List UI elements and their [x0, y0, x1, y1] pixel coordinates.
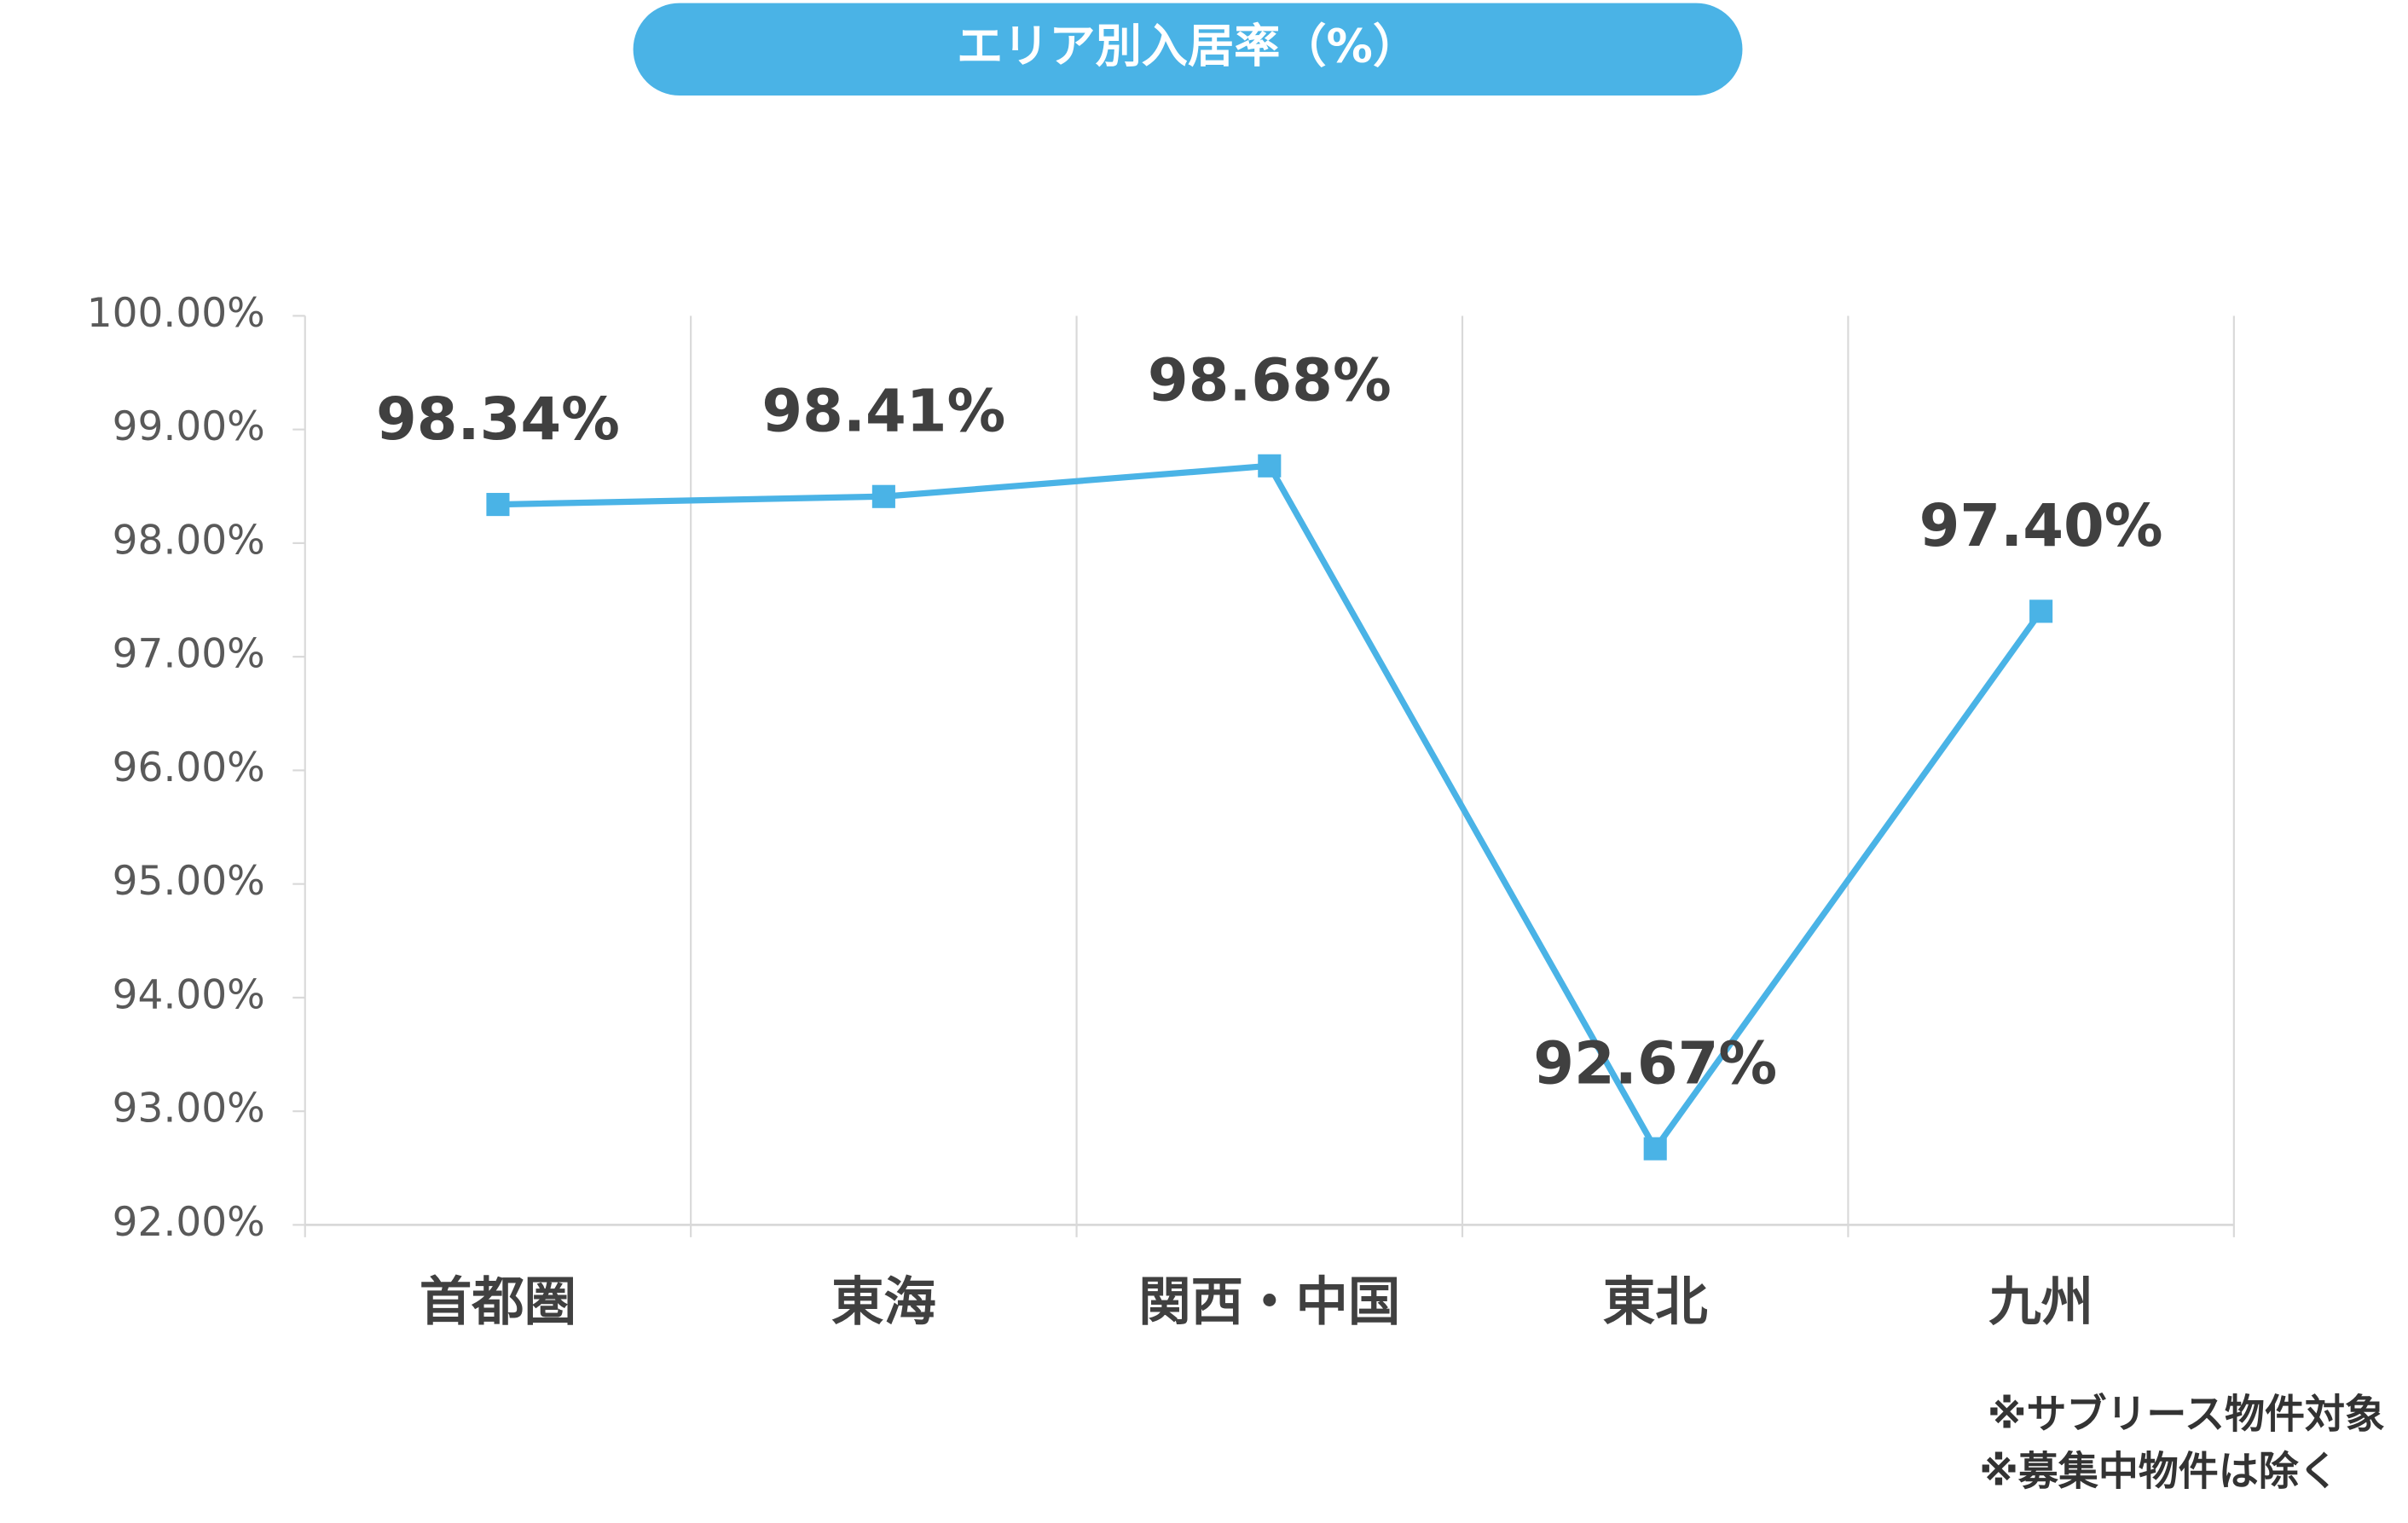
y-tick-label: 93.00% — [113, 1086, 265, 1132]
y-tick-label: 97.00% — [113, 631, 265, 678]
y-tick-label: 100.00% — [87, 290, 265, 337]
x-tick-label: 首都圏 — [420, 1271, 576, 1332]
note: ※サブリース物件対象 — [1988, 1392, 2385, 1439]
note: ※募集中物件は除く — [1979, 1449, 2338, 1496]
x-tick-label: 関西・中国 — [1138, 1271, 1400, 1332]
title-pill — [633, 3, 1743, 96]
y-tick-label: 99.00% — [113, 403, 265, 450]
data-label: 98.41% — [761, 378, 1005, 446]
marker — [1258, 454, 1282, 478]
y-tick-label: 94.00% — [113, 971, 265, 1018]
marker — [486, 493, 510, 517]
x-tick-label: 東北 — [1603, 1271, 1708, 1332]
y-tick-label: 95.00% — [113, 858, 265, 905]
data-label: 98.34% — [376, 385, 620, 454]
marker — [1643, 1137, 1667, 1161]
x-tick-label: 東海 — [831, 1271, 936, 1332]
series-line — [497, 462, 2044, 1155]
data-label: 92.67% — [1533, 1029, 1777, 1097]
y-tick-label: 98.00% — [113, 517, 265, 564]
data-label: 97.40% — [1919, 492, 2163, 560]
marker — [871, 484, 895, 508]
data-label: 98.68% — [1148, 347, 1392, 415]
chart-title: エリア別入居率（%） — [957, 19, 1419, 72]
marker — [2029, 599, 2053, 623]
y-tick-label: 92.00% — [113, 1199, 265, 1246]
y-tick-label: 96.00% — [113, 744, 265, 791]
x-tick-label: 九州 — [1988, 1271, 2093, 1332]
